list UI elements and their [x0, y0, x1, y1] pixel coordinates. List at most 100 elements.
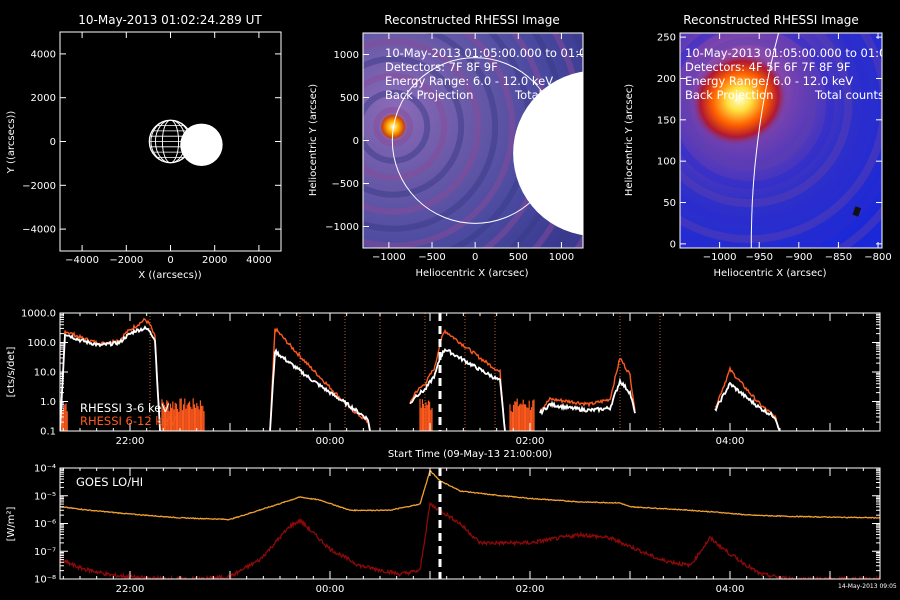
- rhessi-full-annotation: Back Projection: [385, 88, 473, 102]
- rhessi-zoom-title: Reconstructed RHESSI Image: [683, 13, 858, 27]
- rhessi-zoom-xlabel: Heliocentric X (arcsec): [713, 268, 826, 279]
- sidelobe-ring: [680, 33, 835, 190]
- sidelobe-ring: [363, 55, 465, 198]
- x-tick-label: 4000: [246, 255, 271, 266]
- orbit-view-xlabel: X ((arcsecs)): [138, 270, 201, 281]
- sidelobe-ring: [682, 37, 817, 172]
- solar-limb-zoom: [750, 33, 780, 248]
- time-tick-label: 00:00: [316, 584, 345, 595]
- rhessi-6-12-line: [409, 328, 506, 431]
- y-tick-label: 10.0: [34, 368, 56, 379]
- rhessi-full-annotation: 10-May-2013 01:05:00.000 to 01:06:00: [385, 46, 612, 60]
- rhessi-3-6-line: [714, 381, 781, 431]
- rhessi-full-annotation: Detectors: 7F 8F 9F: [385, 60, 498, 74]
- y-tick-label: 0: [353, 136, 359, 147]
- goes-lo-line: [60, 469, 880, 521]
- y-tick-label: 0: [670, 239, 676, 250]
- sidelobe-ring: [680, 33, 871, 226]
- time-tick-label: 02:00: [516, 584, 545, 595]
- x-tick-label: −500: [418, 252, 445, 263]
- rhessi-lightcurve-ylabel: [cts/s/det]: [6, 347, 17, 398]
- rhessi-full-ylabel: Heliocentric Y (arcsec): [308, 84, 319, 196]
- rhessi-zoom-annotation: Back Projection: [685, 88, 773, 102]
- legend-rhessi-3-6: RHESSI 3-6 keV: [80, 401, 169, 415]
- orbit-view-ylabel: Y ((arcsecs)): [6, 111, 17, 175]
- y-tick-label: 250: [657, 33, 676, 44]
- y-tick-label: −500: [332, 179, 359, 190]
- y-tick-label: 1000: [334, 50, 359, 61]
- goes-ylabel: [W/m²]: [6, 506, 17, 541]
- rhessi-image-zoom-panel: Reconstructed RHESSI Image 10-May-2013 0…: [624, 13, 900, 279]
- rhessi-image-full-panel: Reconstructed RHESSI Image 10-May-2013 0…: [308, 13, 641, 279]
- rhessi-full-annotation: Energy Range: 6.0 - 12.0 keV: [385, 74, 553, 88]
- sidelobe-ring: [680, 33, 882, 244]
- rhessi-full-title: Reconstructed RHESSI Image: [384, 13, 559, 27]
- rhessi-zoom-source: [690, 51, 789, 147]
- rhessi-zoom-rings: [680, 33, 882, 248]
- x-tick-label: −900: [785, 252, 812, 263]
- y-tick-label: −2000: [22, 181, 56, 192]
- y-tick-label: 50: [663, 198, 676, 209]
- time-tick-label: 22:00: [116, 584, 145, 595]
- x-tick-label: 500: [509, 252, 528, 263]
- time-tick-label: 04:00: [716, 584, 745, 595]
- sidelobe-ring: [363, 38, 482, 215]
- sidelobe-ring: [363, 72, 448, 181]
- y-tick-label: 10⁻⁷: [34, 547, 56, 558]
- x-tick-label: −2000: [109, 255, 143, 266]
- rhessi-full-xlabel: Heliocentric X (arcsec): [415, 268, 528, 279]
- sidelobe-ring: [363, 33, 516, 248]
- x-tick-label: 2000: [202, 255, 227, 266]
- y-tick-label: 150: [657, 115, 676, 126]
- goes-lightcurve-frame: [59, 467, 881, 580]
- legend-rhessi-6-12: RHESSI 6-12 keV: [80, 414, 177, 428]
- time-tick-label: 00:00: [316, 436, 345, 447]
- x-tick-label: −1000: [703, 252, 737, 263]
- x-tick-label: 1000: [549, 252, 574, 263]
- goes-legend: GOES LO/HI: [76, 475, 143, 489]
- y-tick-label: 2000: [31, 93, 56, 104]
- time-tick-label: 02:00: [516, 436, 545, 447]
- x-tick-label: −4000: [65, 255, 99, 266]
- y-tick-label: 100: [657, 157, 676, 168]
- y-tick-label: 1000.0: [21, 309, 56, 320]
- rhessi-6-12-line: [714, 365, 781, 431]
- rhessi-full-annotation: Total counts: 2.89E+0: [514, 88, 641, 102]
- x-tick-label: −1000: [372, 252, 406, 263]
- rhessi-zoom-annotation: 10-May-2013 01:05:00.000 to 01:06:00: [685, 46, 900, 60]
- y-tick-label: 10⁻⁵: [34, 491, 56, 502]
- rhessi-3-6-line: [269, 347, 371, 431]
- rhessi-zoom-annotation: Total counts:: [814, 88, 888, 102]
- sidelobe-ring: [373, 106, 414, 147]
- y-tick-label: 10⁻⁶: [34, 519, 56, 530]
- time-tick-label: 04:00: [716, 436, 745, 447]
- y-tick-label: 0: [50, 137, 56, 148]
- x-tick-label: −950: [745, 252, 772, 263]
- sidelobe-ring: [363, 33, 499, 232]
- y-tick-label: 200: [657, 74, 676, 85]
- y-tick-label: 100.0: [27, 338, 56, 349]
- orbit-view-panel: 10-May-2013 01:02:24.289 UT −4000 −2000 0 2…: [6, 13, 282, 281]
- y-tick-label: 0.1: [40, 427, 56, 438]
- rhessi-3-6-line: [409, 347, 506, 431]
- x-tick-label: 0: [472, 252, 478, 263]
- occulter-disk: [180, 123, 223, 167]
- rhessi-zoom-annotation: Energy Range: 6.0 - 12.0 keV: [685, 74, 853, 88]
- y-tick-label: 1.0: [40, 397, 56, 408]
- rhessi-zoom-frame: [679, 32, 883, 249]
- rhessi-zoom-ylabel: Heliocentric Y (arcsec): [624, 84, 635, 196]
- rhessi-3-6-line: [60, 325, 161, 431]
- rhessi-zoom-annotation: Detectors: 4F 5F 6F 7F 8F 9F: [685, 60, 851, 74]
- x-tick-label: −800: [864, 252, 891, 263]
- rhessi-lightcurve-panel: 22:00 00:00 02:00 04:00 0.1 1.0 10.0 100.0 1000.…: [6, 309, 881, 460]
- y-tick-label: 10⁻⁸: [34, 575, 56, 586]
- rhessi-lightcurve-xlabel: Start Time (09-May-13 21:00:00): [388, 449, 552, 460]
- goes-lightcurve-panel: 22:00 00:00 02:00 04:00 10⁻⁸ 10⁻⁷ 10⁻⁶ 10⁻⁵ 10⁻⁴…: [6, 464, 897, 596]
- sidelobe-ring: [363, 89, 431, 164]
- y-tick-label: 500: [340, 93, 359, 104]
- rhessi-zoom-artifact: [852, 206, 862, 217]
- rhessi-3-6-line: [539, 377, 636, 416]
- rhessi-6-12-line: [269, 327, 371, 431]
